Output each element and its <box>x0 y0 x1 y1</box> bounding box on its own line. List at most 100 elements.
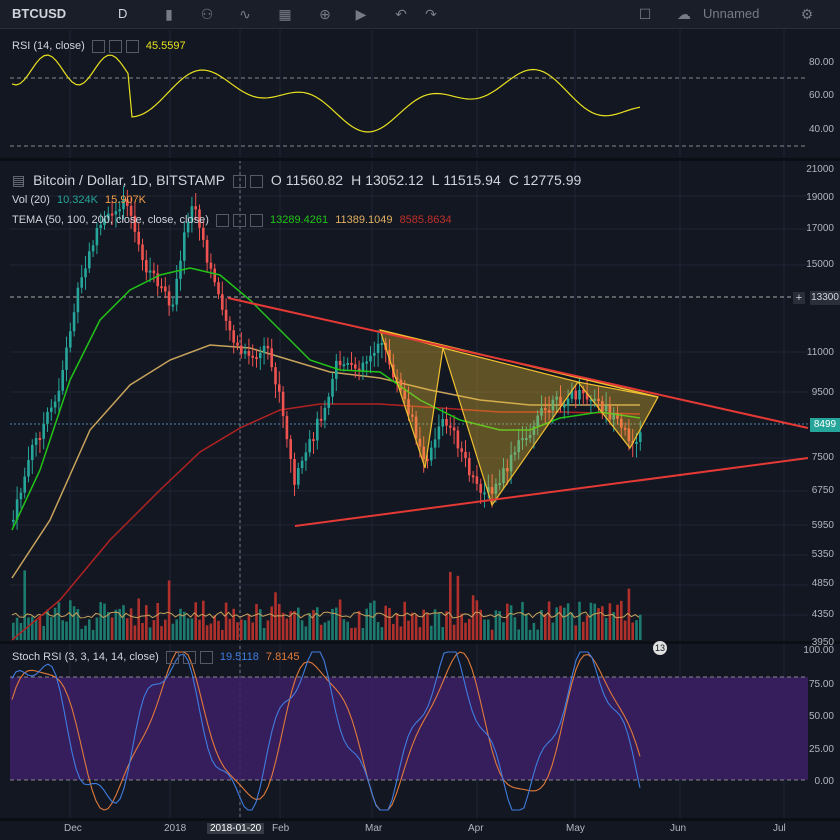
pattern-triangle-1 <box>379 329 444 469</box>
add-icon[interactable]: + <box>793 292 805 304</box>
time-axis-label: Apr <box>468 823 484 834</box>
stoch-k-value: 19.5118 <box>219 651 259 664</box>
pane-separator[interactable] <box>0 158 840 161</box>
time-axis-label: Jun <box>670 823 687 834</box>
main-title[interactable]: Bitcoin / Dollar, 1D, BITSTAMP <box>33 172 226 188</box>
replay-icon[interactable]: ▶ <box>355 6 367 22</box>
alert-icon[interactable]: ⊕ <box>319 6 331 22</box>
rsi-axis-label: 80.00 <box>808 57 834 68</box>
ohlc-high: 13052.12 <box>365 172 424 188</box>
pattern-triangle-3 <box>576 381 659 450</box>
price-axis-label: 5350 <box>811 549 834 560</box>
price-axis-label: 9500 <box>811 387 834 398</box>
candlesticks <box>12 185 642 530</box>
event-badge[interactable]: 13 <box>653 641 667 655</box>
volume-legend: Vol (20) 10.324K 15.907K <box>12 194 150 206</box>
upper-trendline <box>227 297 809 429</box>
tema-value-3: 8585.8634 <box>399 214 452 227</box>
line-tool-icon[interactable]: ∿ <box>239 6 251 22</box>
redo-icon[interactable]: ↷ <box>425 6 437 22</box>
pane-separator[interactable] <box>0 641 840 644</box>
price-axis-label: 4350 <box>811 609 834 620</box>
tema-200-line <box>11 403 641 641</box>
rsi-axis-label: 60.00 <box>808 90 834 101</box>
price-axis-label: 4850 <box>811 578 834 589</box>
stoch-axis-label: 100.00 <box>803 645 834 656</box>
price-axis-label: 6750 <box>811 485 834 496</box>
stoch-axis-label: 50.00 <box>808 711 834 722</box>
tema-title[interactable]: TEMA (50, 100, 200, close, close, close) <box>12 214 209 227</box>
time-axis-label: May <box>566 823 585 834</box>
settings-icon[interactable] <box>182 651 196 664</box>
indicators-icon[interactable]: ⚇ <box>200 6 214 22</box>
ohlc-open-label: O <box>270 172 282 188</box>
rsi-axis-label: 40.00 <box>808 124 834 135</box>
settings-icon[interactable] <box>108 40 122 53</box>
layout-name[interactable]: Unnamed <box>703 6 760 21</box>
stoch-d-line <box>11 651 641 811</box>
pane-separator[interactable] <box>0 818 840 821</box>
interval-button[interactable]: D <box>118 6 128 21</box>
settings-icon[interactable] <box>232 174 246 188</box>
gear-icon[interactable]: ⚙ <box>800 6 814 22</box>
top-toolbar: BTCUSD D ▮ ⚇ ∿ ▦ ⊕ ▶ ↶ ↷ ☐ ☁ Unnamed ⚙ <box>0 0 840 29</box>
price-axis-label: 3950 <box>811 637 834 648</box>
ohlc-high-label: H <box>351 172 362 188</box>
close-icon[interactable] <box>125 40 139 53</box>
price-axis-label: 11000 <box>806 347 834 358</box>
tema-legend: TEMA (50, 100, 200, close, close, close)… <box>12 214 456 227</box>
fullscreen-icon[interactable]: ☐ <box>638 6 652 22</box>
eye-icon[interactable] <box>215 214 229 227</box>
crosshair-time-label: 2018-01-20 <box>207 823 265 834</box>
time-axis-label: Feb <box>272 823 290 834</box>
volume-title[interactable]: Vol (20) <box>12 194 50 206</box>
stoch-legend: Stoch RSI (3, 3, 14, 14, close) 19.5118 … <box>12 651 304 664</box>
stoch-axis-label: 0.00 <box>814 776 834 787</box>
eye-icon[interactable] <box>249 174 263 188</box>
volume-value-2: 15.907K <box>105 194 147 206</box>
symbol-button[interactable]: BTCUSD <box>12 6 67 21</box>
stoch-band <box>10 677 808 780</box>
time-axis-label: 2018 <box>164 823 187 834</box>
tema-value-2: 11389.1049 <box>335 214 393 227</box>
ohlc-close-label: C <box>508 172 519 188</box>
time-axis-label: Mar <box>365 823 383 834</box>
candles-icon[interactable]: ▮ <box>165 6 173 22</box>
volume-ma-line <box>11 611 640 619</box>
tema-50-line <box>11 267 641 531</box>
stoch-d-value: 7.8145 <box>265 651 300 664</box>
rsi-line <box>11 54 641 133</box>
time-axis-label: Jul <box>773 823 786 834</box>
eye-icon[interactable] <box>91 40 105 53</box>
current-price-tag: 8499 <box>810 418 840 432</box>
ohlc-close: 12775.99 <box>522 172 582 188</box>
rsi-title[interactable]: RSI (14, close) <box>12 40 85 53</box>
horizontal-line-price-tag: 13300 <box>810 291 840 305</box>
price-axis-label: 5950 <box>811 520 834 531</box>
price-axis-label: 17000 <box>806 223 834 234</box>
lower-trendline <box>294 457 809 527</box>
collapse-icon[interactable]: ▤ <box>12 172 26 188</box>
eye-icon[interactable] <box>165 651 179 664</box>
pattern-icon[interactable]: ▦ <box>278 6 292 22</box>
rsi-legend: RSI (14, close) 45.5597 <box>12 40 190 53</box>
volume-bars <box>12 570 642 640</box>
cloud-icon[interactable]: ☁ <box>677 6 691 22</box>
main-legend: ▤ Bitcoin / Dollar, 1D, BITSTAMP O 11560.… <box>12 172 585 189</box>
stoch-title[interactable]: Stoch RSI (3, 3, 14, 14, close) <box>12 651 159 664</box>
price-axis-label: 21000 <box>806 164 834 175</box>
settings-icon[interactable] <box>232 214 246 227</box>
undo-icon[interactable]: ↶ <box>395 6 407 22</box>
main-price-pane <box>10 160 809 820</box>
close-icon[interactable] <box>199 651 213 664</box>
ohlc-low: 11515.94 <box>443 172 501 188</box>
ohlc-low-label: L <box>431 172 440 188</box>
volume-value-1: 10.324K <box>56 194 98 206</box>
stoch-axis-label: 25.00 <box>808 744 834 755</box>
pattern-triangle-2 <box>442 347 579 507</box>
rsi-value: 45.5597 <box>145 40 186 53</box>
close-icon[interactable] <box>249 214 263 227</box>
time-axis-label: Dec <box>64 823 82 834</box>
ohlc-open: 11560.82 <box>285 172 344 188</box>
